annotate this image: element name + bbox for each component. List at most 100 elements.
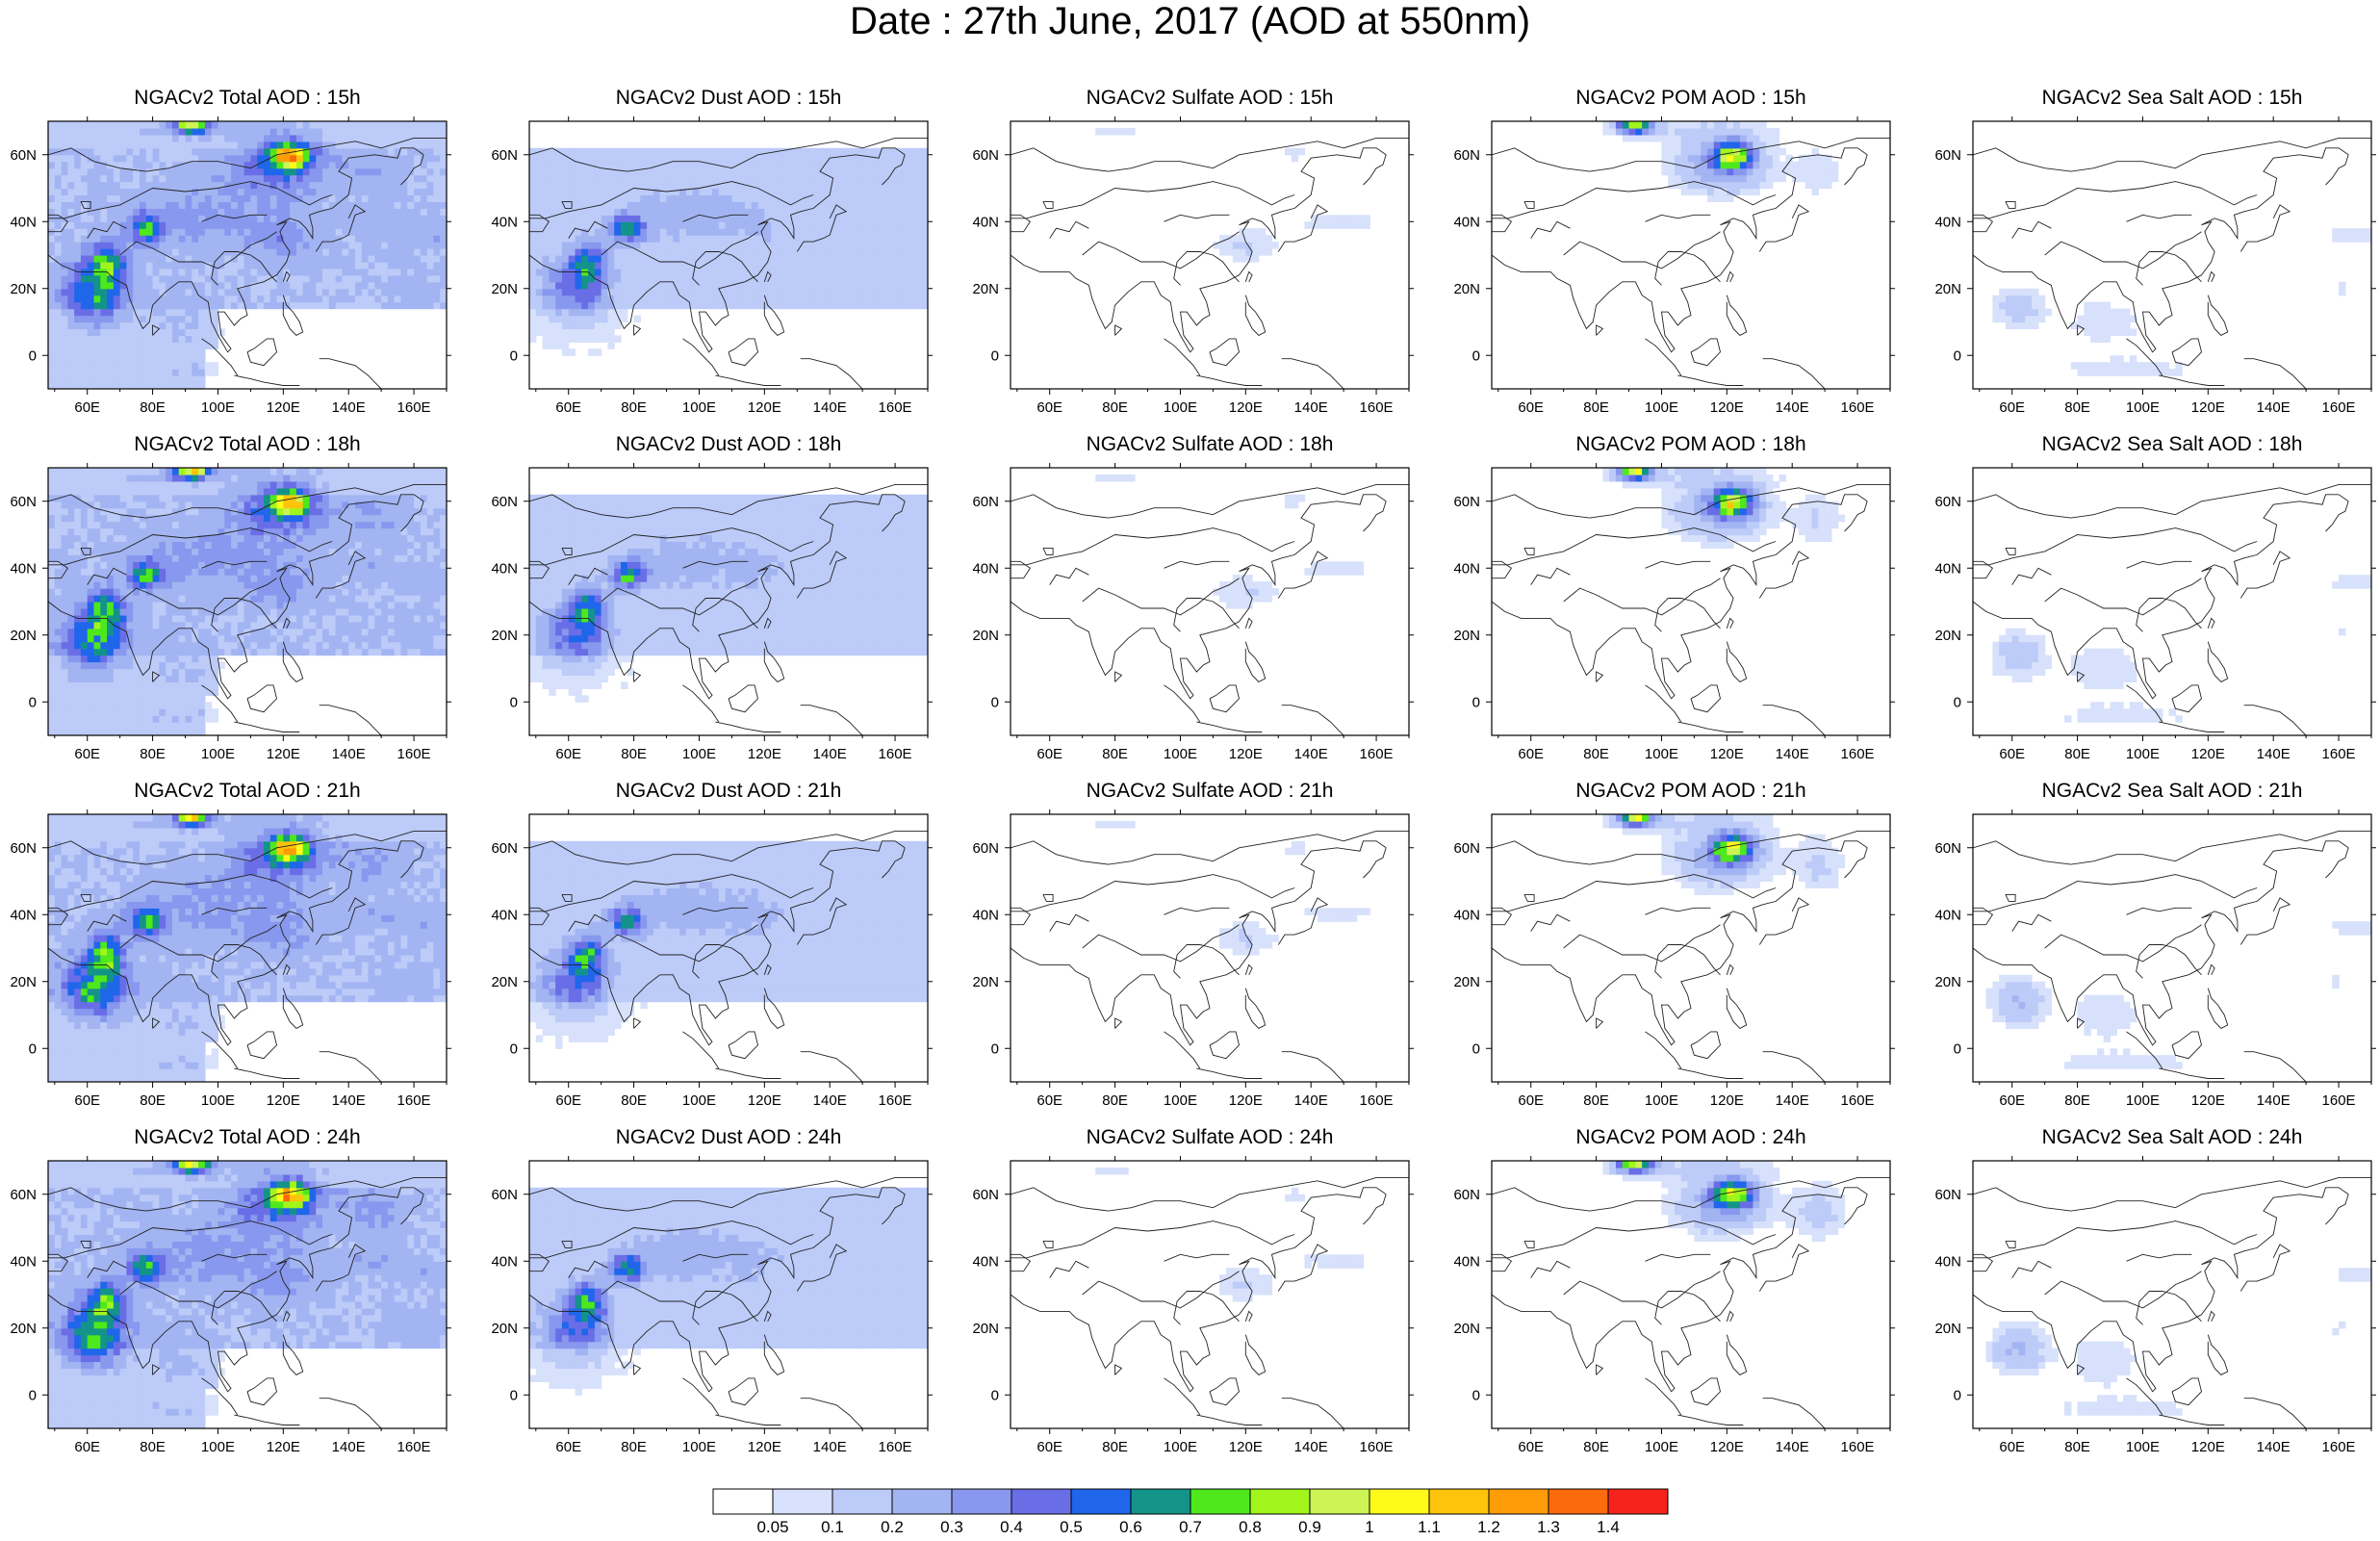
aod-cell <box>55 328 62 336</box>
aod-cell <box>94 708 101 716</box>
aod-cell <box>55 522 62 529</box>
aod-cell <box>133 622 140 629</box>
aod-cell <box>277 128 284 136</box>
aod-cell <box>88 515 94 523</box>
aod-cell <box>146 255 153 263</box>
aod-cell <box>94 194 101 202</box>
aod-cell <box>2078 369 2085 376</box>
aod-cell <box>400 295 407 303</box>
aod-cell <box>529 328 536 336</box>
aod-cell <box>607 248 614 256</box>
aod-cell <box>2339 235 2345 243</box>
aod-cell <box>653 282 660 290</box>
aod-cell <box>205 295 212 303</box>
aod-cell <box>153 269 160 276</box>
aod-cell <box>257 189 264 196</box>
aod-cell <box>67 369 74 376</box>
aod-cell <box>81 228 88 236</box>
aod-cell <box>290 141 296 149</box>
aod-cell <box>114 481 120 489</box>
aod-cell <box>693 189 700 196</box>
aod-cell <box>1727 168 1733 176</box>
aod-cell <box>126 681 133 689</box>
aod-cell <box>48 375 55 383</box>
aod-cell <box>67 328 74 336</box>
aod-cell <box>726 155 732 163</box>
aod-cell <box>88 715 94 723</box>
aod-cell <box>159 242 166 249</box>
aod-cell <box>1694 121 1701 129</box>
aod-cell <box>67 575 74 582</box>
aod-cell <box>771 235 778 243</box>
aod-cell <box>133 515 140 523</box>
aod-cell <box>81 608 88 616</box>
aod-cell <box>133 561 140 569</box>
aod-cell <box>55 662 62 670</box>
aod-cell <box>667 182 674 190</box>
aod-cell <box>614 262 621 270</box>
aod-cell <box>693 289 700 296</box>
lon-tick-label: 100E <box>682 399 716 416</box>
aod-cell <box>843 182 850 190</box>
aod-cell <box>607 275 614 283</box>
aod-cell <box>882 269 888 276</box>
aod-cell <box>303 121 310 129</box>
aod-cell <box>817 302 824 310</box>
aod-cell <box>634 194 641 202</box>
aod-cell <box>100 468 107 475</box>
aod-cell <box>55 568 62 576</box>
aod-cell <box>601 255 608 263</box>
aod-cell <box>595 302 601 310</box>
aod-cell <box>862 255 869 263</box>
aod-cell <box>810 242 817 249</box>
aod-cell <box>81 168 88 176</box>
aod-cell <box>100 248 107 256</box>
aod-cell <box>120 615 127 623</box>
aod-cell <box>536 194 543 202</box>
aod-cell <box>627 275 634 283</box>
aod-cell <box>621 255 627 263</box>
aod-cell <box>74 548 81 555</box>
aod-cell <box>120 369 127 376</box>
aod-cell <box>543 282 550 290</box>
aod-cell <box>653 262 660 270</box>
aod-cell <box>1694 141 1701 149</box>
aod-cell <box>100 602 107 609</box>
aod-cell <box>1766 182 1773 190</box>
aod-cell <box>719 235 726 243</box>
aod-cell <box>355 295 362 303</box>
aod-cell <box>218 282 224 290</box>
aod-cell <box>876 269 883 276</box>
aod-cell <box>719 189 726 196</box>
aod-cell <box>830 255 836 263</box>
aod-cell <box>126 501 133 509</box>
aod-cell <box>159 316 166 323</box>
aod-cell <box>830 289 836 296</box>
aod-cell <box>120 316 127 323</box>
aod-cell <box>166 262 172 270</box>
aod-cell <box>212 282 218 290</box>
aod-cell <box>120 208 127 216</box>
aod-cell <box>159 269 166 276</box>
aod-cell <box>381 255 388 263</box>
aod-cell <box>862 168 869 176</box>
aod-cell <box>48 289 55 296</box>
aod-cell <box>790 262 797 270</box>
aod-cell <box>107 649 114 656</box>
aod-cell <box>283 282 290 290</box>
aod-cell <box>133 295 140 303</box>
aod-cell <box>421 221 427 229</box>
aod-cell <box>153 548 160 555</box>
aod-cell <box>850 208 857 216</box>
aod-cell <box>140 316 146 323</box>
aod-cell <box>120 269 127 276</box>
aod-cell <box>205 135 212 142</box>
aod-cell <box>114 235 120 243</box>
aod-cell <box>55 309 62 317</box>
aod-cell <box>395 295 401 303</box>
aod-cell <box>81 201 88 209</box>
aod-cell <box>421 248 427 256</box>
aod-cell <box>74 342 81 349</box>
aod-cell <box>48 141 55 149</box>
aod-cell <box>1245 235 1252 243</box>
